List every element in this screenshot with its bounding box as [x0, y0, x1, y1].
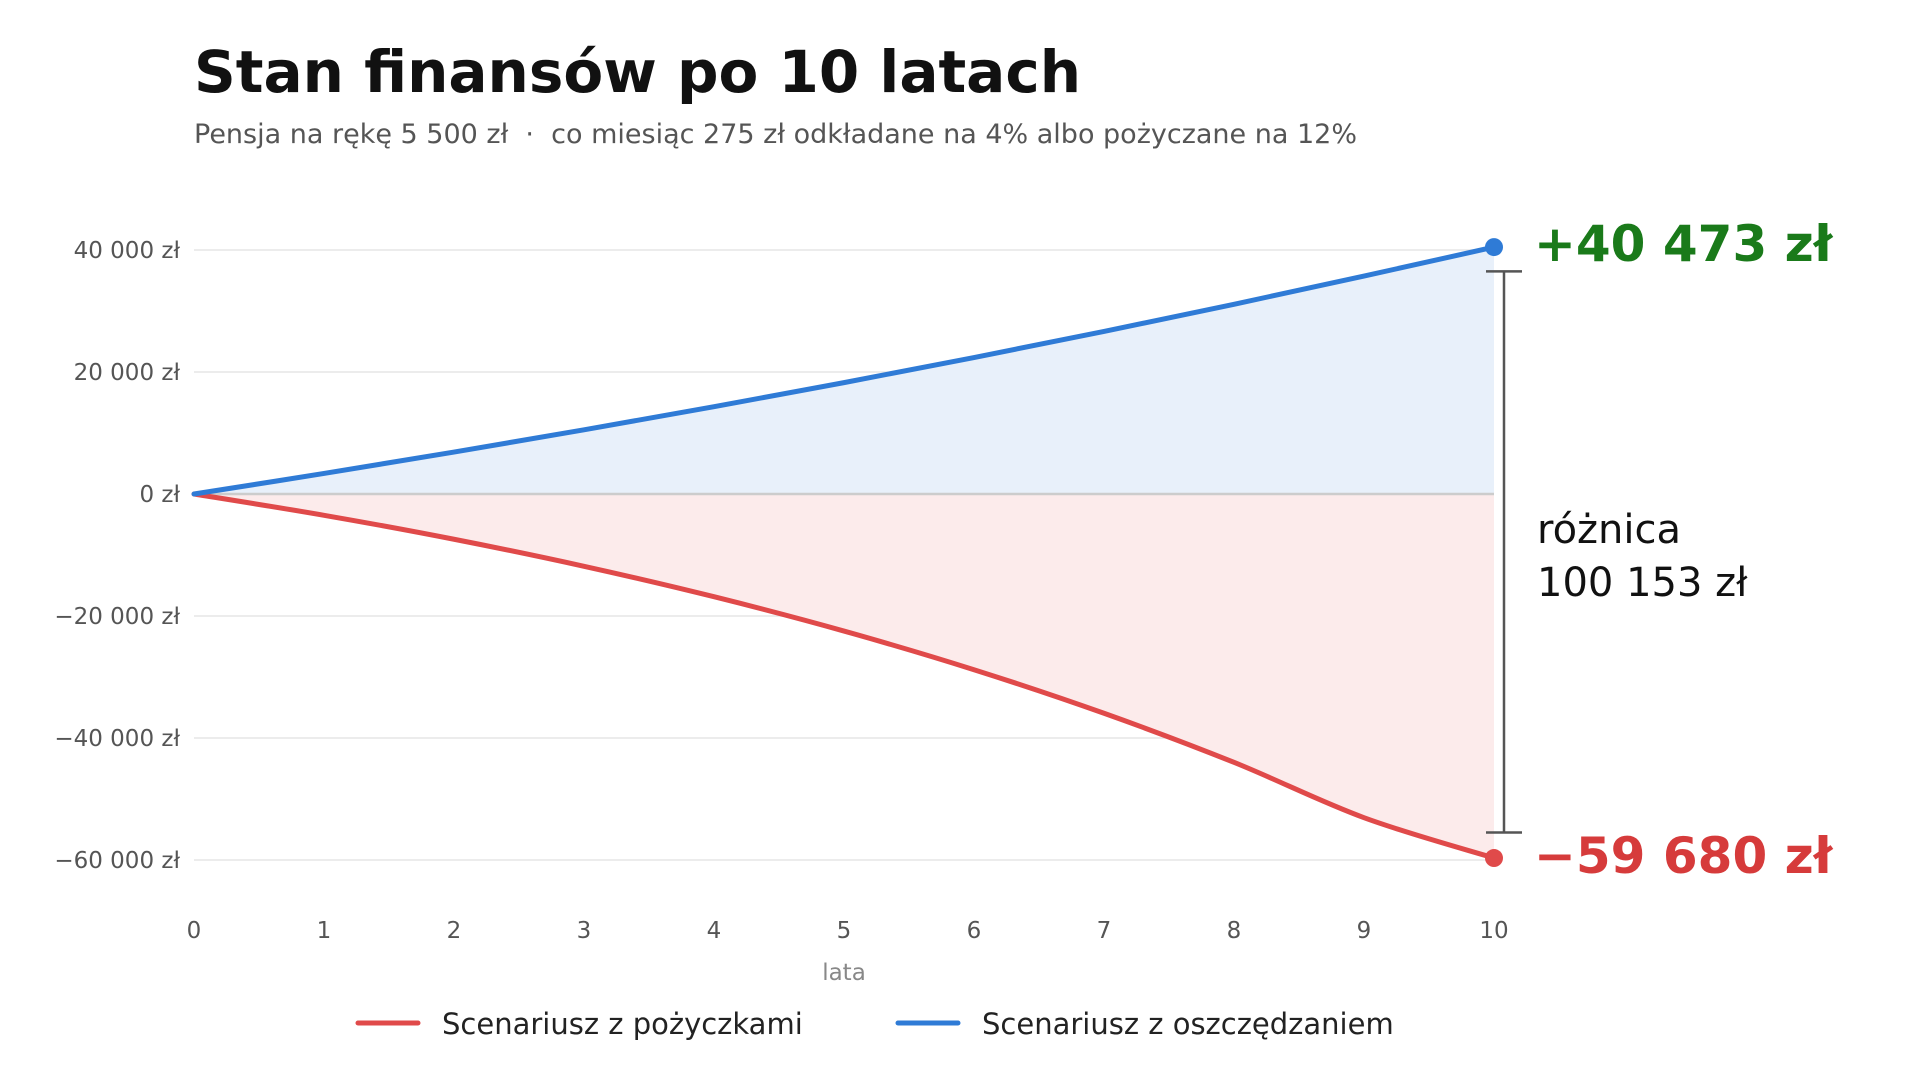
legend-item-loans: Scenariusz z pożyczkami — [355, 1007, 803, 1041]
series-lines — [191, 244, 1497, 861]
legend-item-savings: Scenariusz z oszczędzaniem — [895, 1007, 1394, 1041]
endpoint-marker-savings — [1485, 238, 1503, 257]
difference-label-line1: różnica — [1537, 507, 1681, 553]
legend: Scenariusz z pożyczkami Scenariusz z osz… — [355, 1007, 1394, 1041]
y-tick-label: 40 000 zł — [74, 238, 181, 264]
y-tick-label: −20 000 zł — [54, 604, 180, 630]
difference-label-line2: 100 153 zł — [1537, 560, 1748, 606]
series-line-savings — [191, 244, 1497, 497]
y-tick-label: −60 000 zł — [54, 848, 180, 874]
legend-label-savings: Scenariusz z oszczędzaniem — [982, 1007, 1394, 1041]
x-tick-label: 7 — [1097, 918, 1112, 944]
series-areas — [194, 247, 1494, 859]
y-tick-label: 20 000 zł — [74, 360, 181, 386]
end-savings-label: +40 473 zł — [1534, 215, 1834, 273]
endpoint-markers — [1485, 238, 1503, 868]
chart-subtitle: Pensja na rękę 5 500 zł · co miesiąc 275… — [194, 119, 1357, 150]
x-tick-label: 2 — [447, 918, 462, 944]
y-tick-label: 0 zł — [139, 482, 180, 508]
x-tick-label: 0 — [187, 918, 202, 944]
x-tick-label: 1 — [317, 918, 332, 944]
series-line-loans — [191, 491, 1497, 861]
endpoint-marker-loans — [1485, 849, 1503, 868]
x-tick-label: 4 — [707, 918, 722, 944]
y-tick-label: −40 000 zł — [54, 726, 180, 752]
x-tick-label: 3 — [577, 918, 592, 944]
series-area-loans — [194, 494, 1494, 859]
y-axis-ticks: 40 000 zł 20 000 zł 0 zł −20 000 zł −40 000 … — [54, 238, 180, 874]
end-loans-label: −59 680 zł — [1534, 827, 1834, 885]
x-tick-label: 6 — [967, 918, 982, 944]
chart-title: Stan finansów po 10 latach — [194, 38, 1081, 106]
x-tick-label: 8 — [1227, 918, 1242, 944]
x-tick-label: 10 — [1479, 918, 1508, 944]
x-tick-label: 9 — [1357, 918, 1372, 944]
series-area-savings — [194, 247, 1494, 494]
difference-bracket — [1486, 270, 1522, 834]
x-axis-label: lata — [822, 960, 866, 986]
legend-label-loans: Scenariusz z pożyczkami — [442, 1007, 803, 1041]
x-axis-ticks: 0 1 2 3 4 5 6 7 8 9 10 — [187, 918, 1509, 944]
x-tick-label: 5 — [837, 918, 852, 944]
